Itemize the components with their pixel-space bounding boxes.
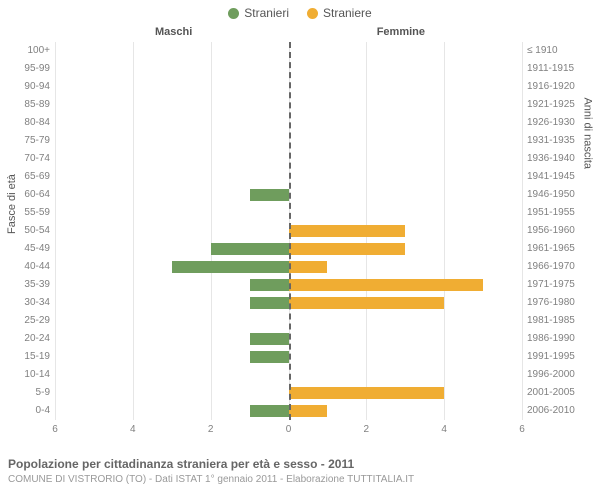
bar-female [289,405,328,417]
chart-title: Popolazione per cittadinanza straniera p… [8,457,592,473]
age-label: 40-44 [5,258,50,276]
age-label: 85-89 [5,96,50,114]
birth-year-label: ≤ 1910 [527,42,597,60]
birth-year-label: 1996-2000 [527,366,597,384]
legend-label-male: Stranieri [244,6,289,20]
x-tick-label: 4 [130,424,136,435]
grid-line [522,42,523,420]
birth-year-label: 1961-1965 [527,240,597,258]
bar-female [289,225,406,237]
x-tick-label: 4 [441,424,447,435]
birth-year-label: 2006-2010 [527,402,597,420]
x-tick-label: 0 [286,424,292,435]
bar-female [289,261,328,273]
legend-item-female: Straniere [307,6,372,20]
x-tick-label: 6 [519,424,525,435]
bar-female [289,279,484,291]
chart-subtitle: COMUNE DI VISTRORIO (TO) - Dati ISTAT 1°… [8,473,592,486]
bar-male [250,333,289,345]
age-label: 45-49 [5,240,50,258]
birth-year-label: 1976-1980 [527,294,597,312]
age-label: 75-79 [5,132,50,150]
birth-year-label: 1941-1945 [527,168,597,186]
birth-year-label: 1916-1920 [527,78,597,96]
legend-swatch-female [307,8,318,19]
bar-male [250,351,289,363]
bar-male [250,279,289,291]
birth-year-label: 1966-1970 [527,258,597,276]
x-tick-label: 2 [364,424,370,435]
age-label: 60-64 [5,186,50,204]
age-label: 80-84 [5,114,50,132]
bar-male [211,243,289,255]
birth-year-label: 1981-1985 [527,312,597,330]
x-tick-label: 2 [208,424,214,435]
birth-year-label: 1911-1915 [527,60,597,78]
birth-year-label: 1951-1955 [527,204,597,222]
legend: Stranieri Straniere [0,0,600,20]
bar-male [172,261,289,273]
age-label: 5-9 [5,384,50,402]
age-label: 35-39 [5,276,50,294]
birth-year-label: 1936-1940 [527,150,597,168]
birth-year-label: 2001-2005 [527,384,597,402]
birth-year-label: 1956-1960 [527,222,597,240]
age-label: 100+ [5,42,50,60]
legend-label-female: Straniere [323,6,372,20]
chart-area: Maschi Femmine Fasce di età Anni di nasc… [0,24,600,444]
age-label: 15-19 [5,348,50,366]
age-label: 90-94 [5,78,50,96]
bar-female [289,243,406,255]
birth-year-label: 1971-1975 [527,276,597,294]
age-label: 70-74 [5,150,50,168]
column-header-male: Maschi [155,26,192,38]
legend-swatch-male [228,8,239,19]
bar-male [250,405,289,417]
bar-female [289,387,445,399]
bar-male [250,297,289,309]
age-label: 0-4 [5,402,50,420]
legend-item-male: Stranieri [228,6,289,20]
column-header-female: Femmine [377,26,425,38]
birth-year-label: 1946-1950 [527,186,597,204]
age-label: 95-99 [5,60,50,78]
bar-male [250,189,289,201]
age-label: 25-29 [5,312,50,330]
age-label: 55-59 [5,204,50,222]
age-label: 10-14 [5,366,50,384]
birth-year-label: 1931-1935 [527,132,597,150]
birth-year-label: 1921-1925 [527,96,597,114]
birth-year-label: 1926-1930 [527,114,597,132]
x-tick-label: 6 [52,424,58,435]
birth-year-label: 1986-1990 [527,330,597,348]
age-label: 65-69 [5,168,50,186]
x-axis-ticks: 6 4 2 0 2 4 6 [55,424,522,438]
age-label: 50-54 [5,222,50,240]
bar-female [289,297,445,309]
center-line [289,42,291,420]
chart-footer: Popolazione per cittadinanza straniera p… [8,457,592,486]
age-label: 20-24 [5,330,50,348]
age-label: 30-34 [5,294,50,312]
plot: 100+≤ 191095-991911-191590-941916-192085… [55,42,522,420]
birth-year-label: 1991-1995 [527,348,597,366]
